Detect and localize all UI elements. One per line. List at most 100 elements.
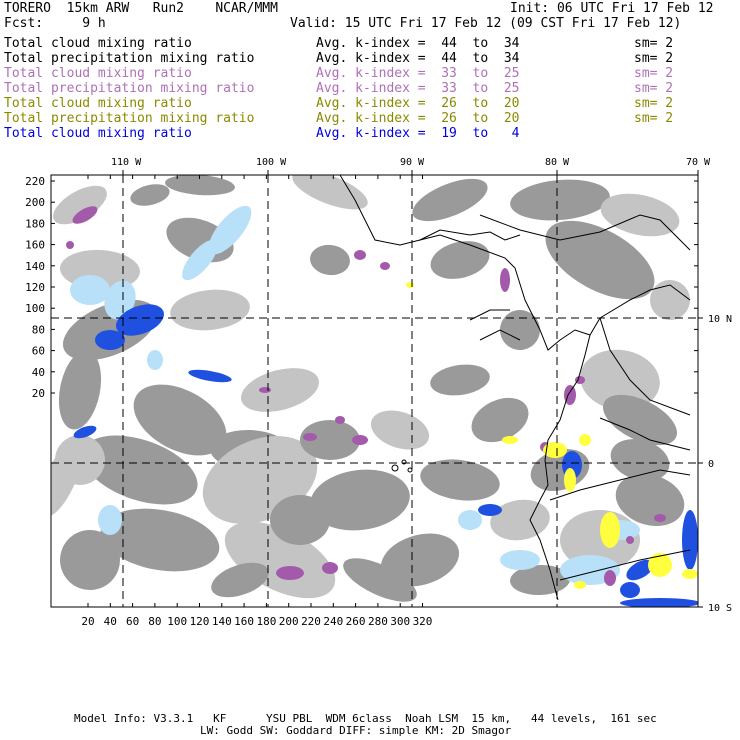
legend-idx-5: Avg. k-index = 26 to 20	[316, 111, 520, 126]
coastline	[559, 549, 691, 581]
cloud-blob	[276, 566, 304, 580]
cloud-blob	[82, 435, 198, 505]
cloud-blob	[615, 473, 685, 527]
cloud-blob	[545, 220, 655, 300]
x-tick-label: 120	[190, 615, 210, 628]
coastline	[479, 214, 691, 251]
cloud-blob	[502, 436, 518, 444]
cloud-blob	[620, 582, 640, 598]
coastline	[599, 417, 691, 451]
cloud-blob	[116, 304, 164, 336]
cloud-blob	[370, 410, 430, 450]
y-tick-label: 200	[25, 196, 45, 209]
lon-label: 70 W	[686, 157, 711, 168]
legend-sm-2: sm= 2	[634, 66, 674, 81]
x-tick-label: 300	[390, 615, 410, 628]
cloud-blob	[352, 435, 368, 445]
coastline	[599, 317, 691, 416]
coastline	[339, 174, 601, 351]
cloud-blob	[575, 376, 585, 384]
map-frame	[50, 174, 699, 608]
cloud-blob	[310, 469, 410, 531]
cloud-blob	[165, 175, 235, 196]
legend-sm-1: sm= 2	[634, 51, 674, 66]
legend-idx-6: Avg. k-index = 19 to 4	[316, 126, 520, 141]
coastline	[479, 329, 521, 341]
cloud-blob	[682, 569, 698, 579]
x-tick-label: 260	[346, 615, 366, 628]
x-tick-label: 280	[368, 615, 388, 628]
cloud-blob	[322, 562, 338, 574]
legend-idx-4: Avg. k-index = 26 to 20	[316, 96, 520, 111]
cloud-blob	[471, 397, 529, 443]
legend-idx-2: Avg. k-index = 33 to 25	[316, 66, 520, 81]
legend-idx-0: Avg. k-index = 44 to 34	[316, 36, 520, 51]
x-tick-label: 240	[323, 615, 343, 628]
y-tick-label: 140	[25, 260, 45, 273]
x-tick-label: 40	[104, 615, 117, 628]
cloud-blob	[602, 394, 678, 446]
cloud-blob	[335, 416, 345, 424]
cloud-blob	[620, 598, 698, 607]
y-tick-label: 60	[32, 345, 45, 358]
forecast-hour: Fcst: 9 h	[4, 16, 106, 31]
model-title: TORERO 15km ARW Run2 NCAR/MMM	[4, 1, 278, 16]
cloud-blob	[458, 510, 482, 530]
cloud-blob	[626, 536, 634, 544]
y-tick-label: 100	[25, 302, 45, 315]
cloud-blob	[500, 550, 540, 570]
cloud-blob	[543, 442, 567, 458]
cloud-blob	[170, 289, 250, 331]
cloud-blob	[610, 439, 670, 481]
cloud-field	[51, 175, 698, 607]
cloud-blob	[58, 350, 102, 430]
cloud-blob	[500, 310, 540, 350]
cloud-blob	[303, 433, 317, 441]
legend-sm-0: sm= 2	[634, 36, 674, 51]
cloud-blob	[580, 349, 660, 411]
legend-field-3: Total precipitation mixing ratio	[4, 81, 255, 96]
y-tick-label: 120	[25, 281, 45, 294]
cloud-blob	[72, 206, 98, 224]
x-tick-label: 60	[126, 615, 139, 628]
cloud-blob	[224, 521, 336, 599]
cloud-blob	[604, 570, 616, 586]
cloud-blob	[73, 425, 97, 439]
cloud-blob	[98, 505, 122, 535]
x-tick-label: 160	[234, 615, 254, 628]
cloud-blob	[380, 533, 460, 587]
coastline	[549, 469, 691, 501]
x-tick-label: 200	[279, 615, 299, 628]
coastline	[599, 284, 691, 319]
x-tick-label: 220	[301, 615, 321, 628]
galapagos-island	[407, 467, 413, 473]
legend-idx-1: Avg. k-index = 44 to 34	[316, 51, 520, 66]
lon-label: 110 W	[111, 157, 142, 168]
coastline	[469, 309, 510, 321]
x-tick-label: 180	[256, 615, 276, 628]
cloud-blob	[648, 553, 672, 577]
lat-label: 10 S	[708, 603, 732, 614]
x-tick-label: 140	[212, 615, 232, 628]
y-tick-label: 40	[32, 366, 45, 379]
cloud-blob	[60, 530, 120, 590]
cloud-blob	[70, 275, 110, 305]
y-tick-label: 160	[25, 239, 45, 252]
cloud-blob	[343, 558, 417, 602]
valid-time: Valid: 15 UTC Fri 17 Feb 12 (09 CST Fri …	[290, 16, 682, 31]
cloud-blob	[430, 241, 490, 279]
y-tick-label: 180	[25, 217, 45, 230]
cloud-blob	[51, 442, 82, 518]
legend-field-4: Total cloud mixing ratio	[4, 96, 192, 111]
cloud-blob	[130, 184, 170, 206]
cloud-blob	[478, 504, 502, 516]
cloud-blob	[564, 468, 576, 492]
legend-field-6: Total cloud mixing ratio	[4, 126, 192, 141]
lon-label: 90 W	[400, 157, 425, 168]
cloud-blob	[259, 387, 271, 393]
legend-field-5: Total precipitation mixing ratio	[4, 111, 255, 126]
cloud-blob	[564, 385, 576, 405]
cloud-blob	[147, 350, 163, 370]
cloud-blob	[208, 205, 252, 255]
